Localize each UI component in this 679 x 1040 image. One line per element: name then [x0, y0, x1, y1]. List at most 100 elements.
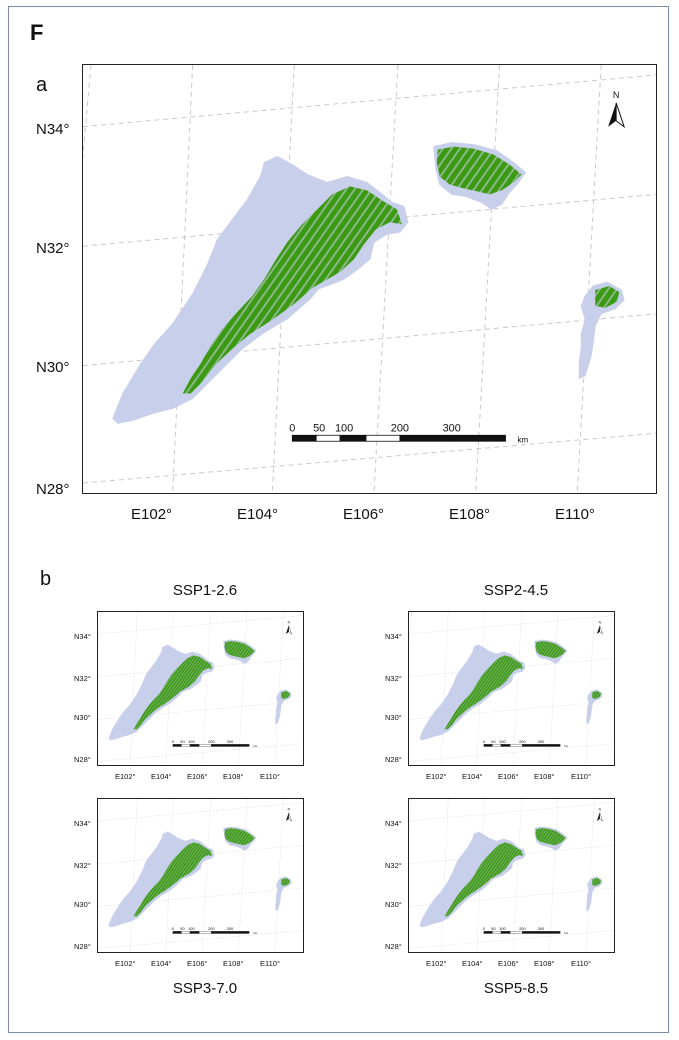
scale-tick-label: 200 [208, 926, 215, 931]
b2-lat-30: N30° [385, 713, 402, 722]
scale-unit-label: km [564, 744, 568, 748]
scale-tick-label: 50 [491, 926, 496, 931]
b4-lat-30: N30° [385, 900, 402, 909]
longitude-line [440, 612, 449, 765]
suitable-habitat [595, 285, 620, 308]
b4-lon-104: E104° [462, 959, 483, 968]
scale-tick-label: 50 [491, 739, 496, 744]
b3-lat-28: N28° [74, 942, 91, 951]
north-label: N [613, 90, 619, 100]
b3-lat-34: N34° [74, 819, 91, 828]
longitude-line [238, 612, 248, 765]
scale-segment [181, 744, 191, 747]
scale-tick-label: 100 [188, 926, 195, 931]
north-label: N [599, 621, 602, 625]
scale-bar: 0 50 100 200 300 km [483, 926, 569, 935]
suitable-habitat [133, 842, 213, 917]
scale-tick-label: 50 [313, 422, 325, 434]
scale-tick-label: 0 [172, 926, 175, 931]
latitude-line [83, 313, 656, 367]
lon-label-104: E104° [237, 506, 279, 523]
b2-lon-104: E104° [462, 772, 483, 781]
latitude-line [409, 743, 614, 762]
longitude-line [274, 612, 284, 765]
b3-lon-108: E108° [223, 959, 244, 968]
scale-tick-label: 300 [538, 739, 545, 744]
latitude-line [409, 887, 614, 907]
scale-segment [199, 931, 212, 934]
suitable-habitat [535, 641, 566, 659]
figure-label: F [30, 20, 44, 45]
b1-lat-28: N28° [74, 755, 91, 764]
scale-tick-label: 50 [180, 739, 185, 744]
scale-unit-label: km [253, 744, 257, 748]
longitude-line [585, 799, 595, 952]
b4-lon-106: E106° [498, 959, 519, 968]
b2-lat-28: N28° [385, 755, 402, 764]
scale-unit-label: km [253, 931, 257, 935]
longitude-line [409, 612, 413, 647]
b2-lon-102: E102° [426, 772, 447, 781]
map-b2-title: SSP2-4.5 [483, 582, 549, 599]
scale-segment [399, 434, 453, 442]
longitude-line [129, 799, 138, 952]
lat-label-32: N32° [36, 240, 70, 257]
north-arrow-icon: N [608, 90, 626, 129]
b3-lon-106: E106° [187, 959, 208, 968]
latitude-line [409, 615, 614, 635]
scale-tick-label: 0 [483, 926, 486, 931]
scale-bar: 0 50 100 200 300 km [172, 926, 258, 935]
graticule [83, 65, 656, 493]
suitable-habitat [592, 877, 601, 886]
study-region [275, 876, 292, 912]
scale-segment [483, 744, 493, 747]
scale-segment [315, 434, 341, 442]
scale-segment [483, 931, 493, 934]
scale-segment [211, 744, 231, 747]
graticule [409, 799, 614, 952]
longitude-line [98, 799, 102, 834]
suitable-habitat [224, 828, 255, 846]
longitude-line [129, 612, 138, 765]
scale-segment [229, 744, 250, 747]
longitude-line [440, 799, 449, 952]
suitable-habitat [182, 186, 402, 394]
suitable-habitat [436, 146, 522, 195]
latitude-line [98, 615, 303, 635]
b1-lon-108: E108° [223, 772, 244, 781]
latitude-line [409, 930, 614, 949]
scale-tick-label: 100 [335, 422, 353, 434]
scale-tick-label: 200 [391, 422, 409, 434]
scale-segment [510, 931, 523, 934]
latitude-line [98, 802, 303, 822]
b4-lon-108: E108° [534, 959, 555, 968]
scale-tick-label: 0 [289, 422, 295, 434]
study-region [578, 281, 625, 380]
north-arrow-icon: N [596, 621, 603, 635]
scale-segment [540, 744, 561, 747]
study-region [275, 689, 292, 725]
north-label: N [599, 808, 602, 812]
b1-lat-34: N34° [74, 632, 91, 641]
map-a-frame: N 0 50 100 200 300 km [82, 64, 657, 494]
b2-lon-106: E106° [498, 772, 519, 781]
map-b4-title: SSP5-8.5 [483, 980, 549, 997]
map-canvas: N 0 50 100 200 300 km [98, 612, 303, 765]
scale-unit-label: km [564, 931, 568, 935]
study-region [586, 876, 603, 912]
scale-segment [510, 744, 523, 747]
longitude-line [549, 612, 559, 765]
scale-segment [339, 434, 367, 442]
north-arrow-icon: N [285, 808, 292, 822]
suitable-habitat [444, 655, 524, 730]
map-b1-title: SSP1-2.6 [172, 582, 238, 599]
map-canvas: N 0 50 100 200 300 km [409, 799, 614, 952]
longitude-line [585, 612, 595, 765]
b3-lat-32: N32° [74, 861, 91, 870]
lat-label-34: N34° [36, 121, 70, 138]
b1-lon-106: E106° [187, 772, 208, 781]
study-region [586, 689, 603, 725]
suitable-habitat [281, 877, 290, 886]
figure-frame [8, 6, 669, 1033]
b3-lon-104: E104° [151, 959, 172, 968]
